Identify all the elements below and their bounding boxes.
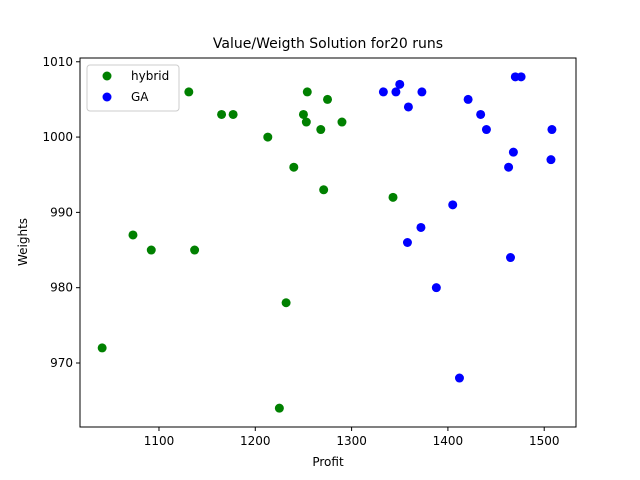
point-hybrid-18 [388,192,398,202]
point-hybrid-12 [301,117,311,127]
point-hybrid-10 [289,162,299,172]
legend-label-ga: GA [131,90,149,104]
x-tick-label: 1200 [240,434,271,448]
point-ga-13 [504,162,514,172]
point-hybrid-6 [228,109,238,119]
point-hybrid-4 [190,245,200,255]
y-axis-label: Weights [16,218,30,266]
point-ga-8 [448,200,458,210]
y-axis: 970 980 990 1000 1010 [42,55,80,370]
point-ga-2 [395,79,405,89]
y-tick-label: 980 [50,281,73,295]
plot-marks [97,72,557,413]
point-ga-3 [402,238,412,247]
point-ga-7 [431,283,441,293]
plot-frame [79,57,577,428]
x-tick-label: 1500 [529,434,560,448]
point-hybrid-3 [184,87,194,97]
legend-marker-hybrid [102,71,112,81]
point-hybrid-11 [298,109,308,119]
point-hybrid-17 [337,117,347,127]
x-tick-label: 1300 [336,434,367,448]
x-tick-label: 1100 [144,434,175,448]
legend: hybrid GA [86,64,180,112]
point-ga-12 [481,125,491,135]
point-ga-17 [516,72,526,82]
point-hybrid-5 [217,109,227,119]
point-hybrid-7 [263,132,273,142]
point-hybrid-1 [128,230,138,240]
legend-marker-ga [102,92,112,102]
x-tick-label: 1400 [433,434,464,448]
point-hybrid-16 [323,94,333,104]
point-ga-6 [417,87,427,97]
point-ga-9 [454,373,464,383]
y-tick-label: 1010 [42,55,73,69]
point-ga-5 [416,222,426,232]
y-tick-label: 990 [50,205,73,219]
point-ga-11 [476,109,486,119]
point-ga-10 [463,94,473,104]
x-axis: 1100 1200 1300 1400 1500 [144,427,560,448]
chart-title: Value/Weigth Solution for20 runs [213,36,443,52]
point-ga-18 [546,155,556,165]
point-ga-15 [508,147,518,157]
point-hybrid-15 [319,185,329,195]
point-ga-0 [378,87,388,97]
point-ga-14 [506,253,516,263]
point-hybrid-13 [302,87,312,97]
point-hybrid-9 [281,298,291,308]
x-axis-label: Profit [312,455,344,469]
point-hybrid-2 [146,245,156,255]
point-ga-4 [403,102,413,112]
legend-label-hybrid: hybrid [131,69,169,83]
point-hybrid-0 [97,343,107,353]
y-tick-label: 970 [50,356,73,370]
y-tick-label: 1000 [42,130,73,144]
point-ga-19 [547,125,557,135]
point-ga-1 [391,87,401,97]
point-hybrid-8 [274,403,284,413]
point-hybrid-14 [316,125,326,135]
